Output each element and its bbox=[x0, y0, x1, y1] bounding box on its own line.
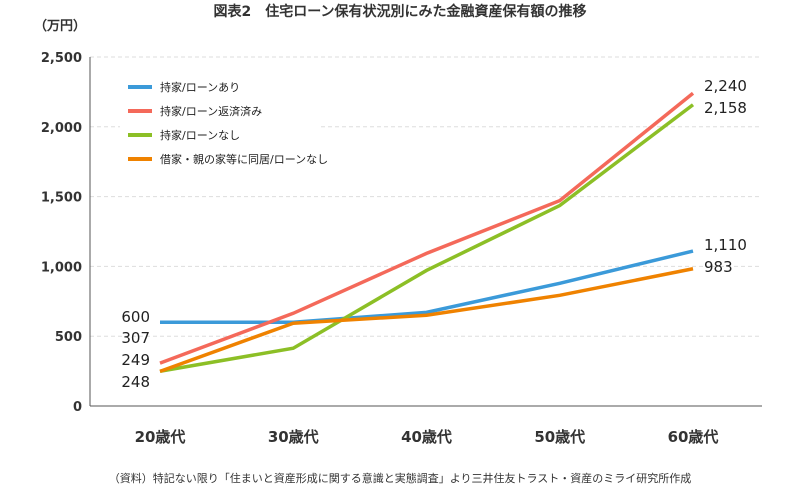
legend-label: 持家/ローンあり bbox=[160, 80, 240, 94]
start-value-label: 248 bbox=[121, 373, 150, 391]
legend-label: 借家・親の家等に同居/ローンなし bbox=[160, 152, 328, 166]
start-value-label: 307 bbox=[121, 329, 150, 347]
y-tick-label: 0 bbox=[73, 400, 82, 415]
y-tick-label: 1,500 bbox=[41, 191, 82, 206]
x-tick-label: 20歳代 bbox=[135, 428, 186, 446]
series-line-0 bbox=[160, 249, 694, 324]
start-value-label: 600 bbox=[121, 308, 150, 326]
legend-label: 持家/ローンなし bbox=[160, 128, 240, 142]
x-tick-label: 60歳代 bbox=[668, 428, 719, 446]
x-tick-label: 50歳代 bbox=[534, 428, 585, 446]
y-tick-label: 2,500 bbox=[41, 51, 82, 66]
x-tick-label: 40歳代 bbox=[401, 428, 452, 446]
source-note: （資料）特記ない限り「住まいと資産形成に関する意識と実態調査」より三井住友トラス… bbox=[109, 471, 692, 485]
end-value-label: 1,110 bbox=[704, 236, 747, 254]
x-tick-label: 30歳代 bbox=[268, 428, 319, 446]
end-value-label: 983 bbox=[704, 258, 733, 276]
start-value-label: 249 bbox=[121, 351, 150, 369]
end-value-label: 2,240 bbox=[704, 77, 747, 95]
y-tick-label: 2,000 bbox=[41, 121, 82, 136]
chart-title: 図表2 住宅ローン保有状況別にみた金融資産保有額の推移 bbox=[213, 3, 586, 20]
y-tick-label: 500 bbox=[55, 330, 82, 345]
y-axis-unit: （万円） bbox=[34, 18, 86, 34]
end-value-label: 2,158 bbox=[704, 99, 747, 117]
legend-label: 持家/ローン返済済み bbox=[160, 104, 262, 118]
y-tick-label: 1,000 bbox=[41, 260, 82, 275]
legend-box bbox=[120, 72, 320, 177]
